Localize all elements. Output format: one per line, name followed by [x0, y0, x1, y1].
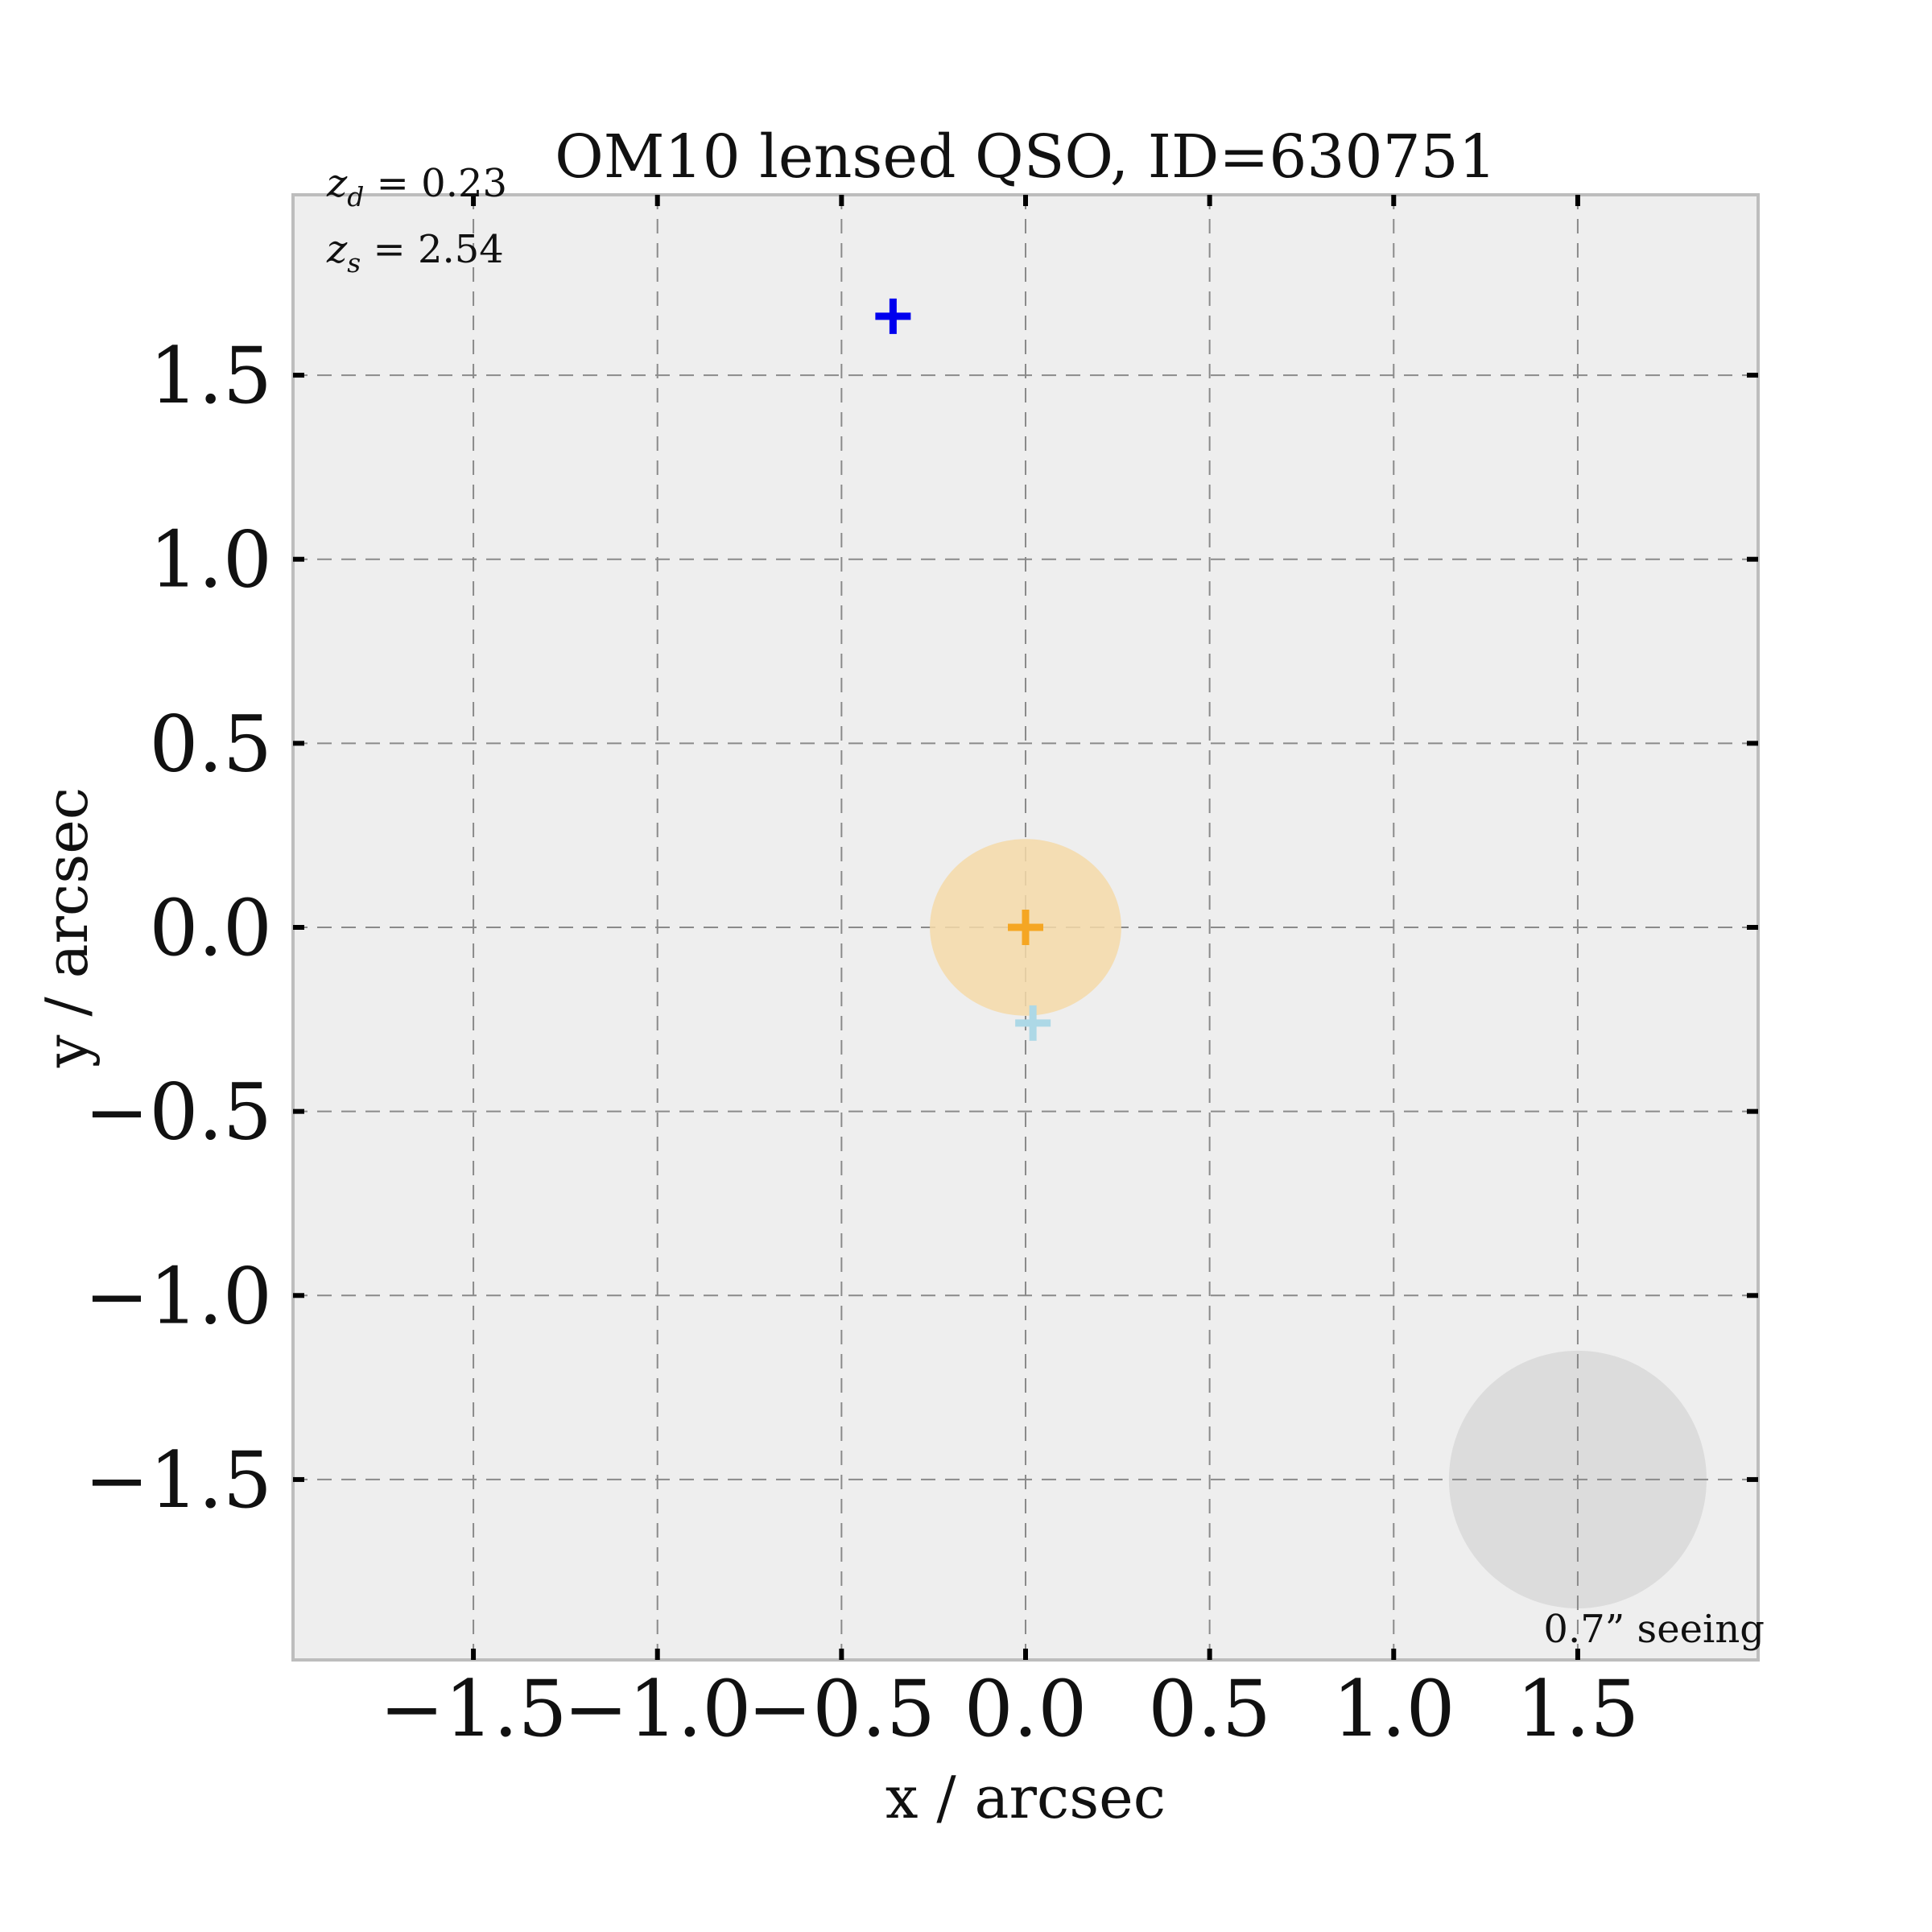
y-tick-labels: −1.5 −1.0 −0.5 0.0 0.5 1.0 1.5	[85, 331, 272, 1525]
x-tick-label: 0.0	[964, 1664, 1088, 1754]
y-tick-label: −1.5	[85, 1435, 272, 1525]
x-tick-label: 1.0	[1332, 1664, 1455, 1754]
y-tick-label: 0.5	[149, 699, 272, 789]
image-marker-2	[1015, 1005, 1051, 1041]
x-tick-label: 1.5	[1517, 1664, 1640, 1754]
chart-title: OM10 lensed QSO, ID=630751	[555, 122, 1496, 192]
y-tick-label: 1.0	[149, 515, 272, 605]
image-marker-0	[875, 298, 911, 334]
tick-marks	[293, 195, 1758, 1660]
image-markers	[875, 298, 1051, 1041]
lens-redshift-annotation: zd = 0.23	[326, 161, 507, 213]
seeing-label: 0.7” seeing	[1543, 1607, 1765, 1652]
x-axis-label: x / arcsec	[886, 1764, 1166, 1831]
x-tick-label: −1.5	[380, 1664, 568, 1754]
x-tick-label: −1.0	[564, 1664, 751, 1754]
y-axis-label: y / arcsec	[33, 787, 101, 1068]
x-tick-labels: −1.5−1.0−0.5 0.0 0.5 1.0 1.5	[380, 1664, 1640, 1754]
image-marker-1	[1008, 910, 1043, 945]
y-tick-label: 1.5	[149, 331, 272, 421]
y-tick-label: −1.0	[85, 1251, 272, 1341]
y-tick-label: 0.0	[149, 883, 272, 973]
source-redshift-annotation: zs = 2.54	[326, 227, 504, 279]
y-tick-label: −0.5	[85, 1067, 272, 1158]
grid-lines	[293, 195, 1758, 1660]
x-tick-label: 0.5	[1148, 1664, 1271, 1754]
x-tick-label: −0.5	[748, 1664, 935, 1754]
